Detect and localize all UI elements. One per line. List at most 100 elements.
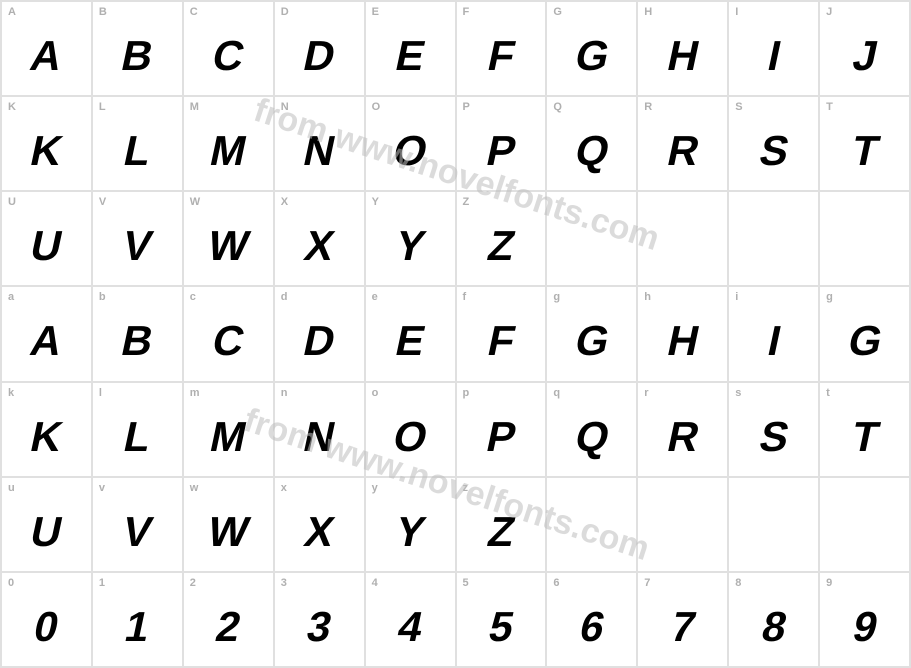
glyph-cell[interactable]: 00 <box>1 572 92 667</box>
glyph-cell[interactable]: fF <box>456 286 547 381</box>
glyph-cell[interactable]: 44 <box>365 572 456 667</box>
glyph-cell[interactable]: zZ <box>456 477 547 572</box>
cell-glyph: Y <box>391 222 428 270</box>
glyph-cell[interactable]: uU <box>1 477 92 572</box>
cell-glyph: B <box>118 32 158 80</box>
cell-key-label: 0 <box>8 577 14 589</box>
glyph-cell[interactable]: MM <box>183 96 274 191</box>
glyph-cell[interactable]: NN <box>274 96 365 191</box>
cell-key-label: q <box>553 387 560 399</box>
cell-glyph: B <box>118 317 158 365</box>
glyph-cell[interactable]: wW <box>183 477 274 572</box>
cell-glyph: 4 <box>394 603 427 651</box>
cell-glyph: V <box>119 222 156 270</box>
cell-glyph: X <box>301 222 338 270</box>
glyph-cell[interactable]: BB <box>92 1 183 96</box>
glyph-cell[interactable]: 77 <box>637 572 728 667</box>
glyph-cell[interactable]: VV <box>92 191 183 286</box>
glyph-cell[interactable]: KK <box>1 96 92 191</box>
glyph-cell[interactable]: HH <box>637 1 728 96</box>
cell-glyph: S <box>755 413 792 461</box>
glyph-cell[interactable]: lL <box>92 382 183 477</box>
glyph-cell[interactable] <box>728 477 819 572</box>
glyph-cell[interactable]: ZZ <box>456 191 547 286</box>
cell-key-label: S <box>735 101 742 113</box>
glyph-cell[interactable]: CC <box>183 1 274 96</box>
glyph-cell[interactable]: oO <box>365 382 456 477</box>
glyph-cell[interactable]: pP <box>456 382 547 477</box>
glyph-cell[interactable]: iI <box>728 286 819 381</box>
glyph-cell[interactable]: kK <box>1 382 92 477</box>
cell-glyph: 3 <box>303 603 336 651</box>
glyph-cell[interactable]: gG <box>819 286 910 381</box>
cell-glyph: 8 <box>757 603 790 651</box>
glyph-cell[interactable] <box>819 477 910 572</box>
glyph-cell[interactable]: RR <box>637 96 728 191</box>
glyph-cell[interactable]: FF <box>456 1 547 96</box>
glyph-cell[interactable] <box>546 191 637 286</box>
glyph-cell[interactable]: OO <box>365 96 456 191</box>
glyph-cell[interactable]: EE <box>365 1 456 96</box>
cell-glyph: S <box>755 127 792 175</box>
cell-key-label: F <box>463 6 470 18</box>
cell-key-label: e <box>372 291 378 303</box>
cell-key-label: 6 <box>553 577 559 589</box>
cell-key-label: m <box>190 387 200 399</box>
glyph-cell[interactable]: PP <box>456 96 547 191</box>
glyph-cell[interactable]: UU <box>1 191 92 286</box>
glyph-cell[interactable]: nN <box>274 382 365 477</box>
glyph-cell[interactable]: WW <box>183 191 274 286</box>
cell-key-label: n <box>281 387 288 399</box>
glyph-cell[interactable]: 55 <box>456 572 547 667</box>
glyph-cell[interactable]: rR <box>637 382 728 477</box>
cell-glyph: U <box>27 222 67 270</box>
cell-glyph: Z <box>484 222 519 270</box>
glyph-cell[interactable]: AA <box>1 1 92 96</box>
glyph-cell[interactable]: 11 <box>92 572 183 667</box>
glyph-cell[interactable]: TT <box>819 96 910 191</box>
cell-glyph: W <box>204 508 253 556</box>
cell-key-label: L <box>99 101 106 113</box>
cell-glyph: D <box>299 317 339 365</box>
glyph-cell[interactable]: 66 <box>546 572 637 667</box>
glyph-cell[interactable]: 88 <box>728 572 819 667</box>
glyph-cell[interactable]: DD <box>274 1 365 96</box>
glyph-cell[interactable]: xX <box>274 477 365 572</box>
cell-key-label: W <box>190 196 200 208</box>
cell-glyph: R <box>663 413 703 461</box>
glyph-cell[interactable]: tT <box>819 382 910 477</box>
glyph-cell[interactable] <box>819 191 910 286</box>
cell-glyph: 0 <box>30 603 63 651</box>
cell-key-label: f <box>463 291 467 303</box>
glyph-cell[interactable]: cC <box>183 286 274 381</box>
glyph-cell[interactable] <box>637 191 728 286</box>
glyph-cell[interactable]: XX <box>274 191 365 286</box>
glyph-cell[interactable] <box>728 191 819 286</box>
glyph-cell[interactable]: SS <box>728 96 819 191</box>
glyph-cell[interactable]: eE <box>365 286 456 381</box>
glyph-cell[interactable]: 33 <box>274 572 365 667</box>
glyph-cell[interactable]: dD <box>274 286 365 381</box>
glyph-cell[interactable]: JJ <box>819 1 910 96</box>
glyph-cell[interactable]: yY <box>365 477 456 572</box>
glyph-cell[interactable]: YY <box>365 191 456 286</box>
glyph-cell[interactable]: gG <box>546 286 637 381</box>
glyph-cell[interactable]: mM <box>183 382 274 477</box>
glyph-cell[interactable]: QQ <box>546 96 637 191</box>
cell-glyph: T <box>847 127 882 175</box>
cell-glyph: 7 <box>666 603 699 651</box>
glyph-cell[interactable]: vV <box>92 477 183 572</box>
cell-key-label: i <box>735 291 738 303</box>
glyph-cell[interactable] <box>546 477 637 572</box>
glyph-cell[interactable]: 99 <box>819 572 910 667</box>
glyph-cell[interactable]: II <box>728 1 819 96</box>
glyph-cell[interactable]: bB <box>92 286 183 381</box>
glyph-cell[interactable]: 22 <box>183 572 274 667</box>
glyph-cell[interactable] <box>637 477 728 572</box>
glyph-cell[interactable]: LL <box>92 96 183 191</box>
glyph-cell[interactable]: sS <box>728 382 819 477</box>
glyph-cell[interactable]: hH <box>637 286 728 381</box>
glyph-cell[interactable]: aA <box>1 286 92 381</box>
glyph-cell[interactable]: qQ <box>546 382 637 477</box>
glyph-cell[interactable]: GG <box>546 1 637 96</box>
